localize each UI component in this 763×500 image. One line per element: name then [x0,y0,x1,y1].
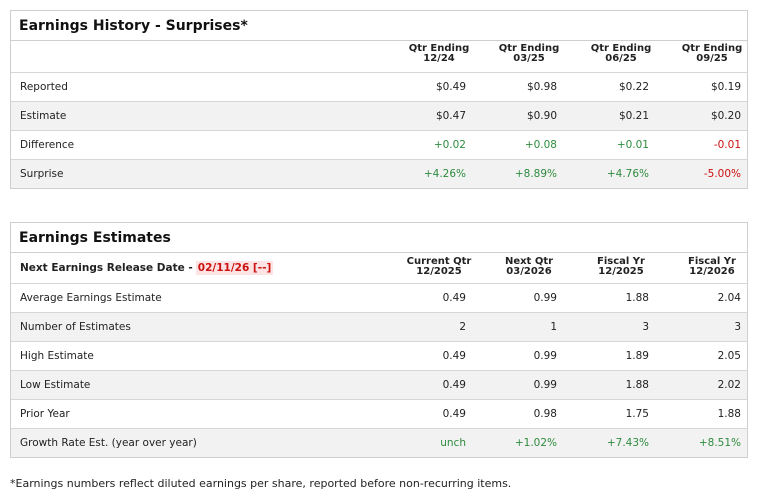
table-row: Growth Rate Est. (year over year) unch +1.… [11,429,747,457]
cell-value: $0.19 [710,81,741,93]
row-label: Prior Year [20,408,70,420]
cell-value: $0.21 [618,110,649,122]
cell-value: +0.01 [616,139,649,151]
column-header-line: 03/2026 [506,266,552,277]
column-header-line: 09/25 [696,53,728,64]
cell-value: +0.08 [524,139,557,151]
cell-value: 3 [734,321,741,333]
cell-value: unch [440,437,466,449]
column-header-line: Fiscal Yr [597,256,645,267]
column-header-line: 12/2025 [416,266,462,277]
cell-value: 1.88 [717,408,741,420]
panel-title: Earnings History - Surprises* [11,11,747,41]
cell-value: $0.49 [435,81,466,93]
cell-value: 2 [459,321,466,333]
column-header: Qtr Ending 12/24 [399,44,479,64]
column-header-line: 12/2025 [598,266,644,277]
column-header-line: 12/2026 [689,266,735,277]
table-row: Average Earnings Estimate 0.49 0.99 1.88 2.0… [11,284,747,313]
column-header-line: Qtr Ending [408,43,470,54]
cell-value: 0.99 [533,292,557,304]
table-row: Surprise +4.26% +8.89% +4.76% -5.00% [11,160,747,188]
earnings-estimates-panel: Earnings Estimates Next Earnings Release… [10,222,748,458]
row-label: Number of Estimates [20,321,131,333]
cell-value: 3 [642,321,649,333]
cell-value: 2.04 [717,292,741,304]
column-header: Qtr Ending 09/25 [672,44,752,64]
cell-value: 1.88 [625,292,649,304]
table-row: Number of Estimates 2 1 3 3 [11,313,747,342]
column-header: Qtr Ending 03/25 [489,44,569,64]
column-header: Fiscal Yr 12/2025 [581,257,661,277]
row-label: Estimate [20,110,67,122]
cell-value: $0.22 [618,81,649,93]
table-row: Difference +0.02 +0.08 +0.01 -0.01 [11,131,747,160]
cell-value: +7.43% [606,437,649,449]
column-header: Next Qtr 03/2026 [489,257,569,277]
row-label: Reported [20,81,68,93]
table-row: Prior Year 0.49 0.98 1.75 1.88 [11,400,747,429]
table-row: Reported $0.49 $0.98 $0.22 $0.19 [11,73,747,102]
header-row: Next Earnings Release Date -02/11/26 [--… [11,253,747,284]
earnings-history-panel: Earnings History - Surprises* Qtr Ending… [10,10,748,189]
release-text: Next Earnings Release Date - [20,262,193,274]
column-header-line: 12/24 [423,53,455,64]
release-date[interactable]: 02/11/26 [--] [195,261,274,275]
column-header-line: Qtr Ending [590,43,652,54]
column-header-line: Current Qtr [406,256,472,267]
cell-value: 1.88 [625,379,649,391]
panel-title: Earnings Estimates [11,223,747,253]
cell-value: 0.49 [442,408,466,420]
row-label: Surprise [20,168,64,180]
cell-value: 1.75 [625,408,649,420]
column-header-line: 06/25 [605,53,637,64]
cell-value: 0.99 [533,379,557,391]
column-header-line: Fiscal Yr [688,256,736,267]
cell-value: +4.26% [423,168,466,180]
cell-value: $0.20 [710,110,741,122]
column-header: Fiscal Yr 12/2026 [672,257,752,277]
footnote: *Earnings numbers reflect diluted earnin… [10,477,512,490]
header-row: Qtr Ending 12/24 Qtr Ending 03/25 Qtr Ending… [11,41,747,73]
table-row: Estimate $0.47 $0.90 $0.21 $0.20 [11,102,747,131]
row-label: Difference [20,139,75,151]
cell-value: $0.90 [526,110,557,122]
table-row: High Estimate 0.49 0.99 1.89 2.05 [11,342,747,371]
cell-value: 1 [550,321,557,333]
cell-value: $0.98 [526,81,557,93]
cell-value: $0.47 [435,110,466,122]
cell-value: -5.00% [703,168,741,180]
column-header: Current Qtr 12/2025 [399,257,479,277]
column-header-line: Qtr Ending [498,43,560,54]
cell-value: 0.99 [533,350,557,362]
row-label: Growth Rate Est. (year over year) [20,437,197,449]
column-header-line: Qtr Ending [681,43,743,54]
cell-value: 0.49 [442,379,466,391]
row-label: Low Estimate [20,379,91,391]
cell-value: +8.51% [698,437,741,449]
cell-value: 0.49 [442,350,466,362]
cell-value: -0.01 [713,139,741,151]
cell-value: +8.89% [514,168,557,180]
cell-value: +0.02 [433,139,466,151]
row-label: Average Earnings Estimate [20,292,162,304]
column-header-line: 03/25 [513,53,545,64]
release-label: Next Earnings Release Date -02/11/26 [--… [20,261,274,275]
cell-value: 0.98 [533,408,557,420]
table-row: Low Estimate 0.49 0.99 1.88 2.02 [11,371,747,400]
column-header: Qtr Ending 06/25 [581,44,661,64]
column-header-line: Next Qtr [504,256,554,267]
cell-value: +4.76% [606,168,649,180]
cell-value: +1.02% [514,437,557,449]
cell-value: 0.49 [442,292,466,304]
cell-value: 2.05 [717,350,741,362]
cell-value: 2.02 [717,379,741,391]
cell-value: 1.89 [625,350,649,362]
row-label: High Estimate [20,350,94,362]
